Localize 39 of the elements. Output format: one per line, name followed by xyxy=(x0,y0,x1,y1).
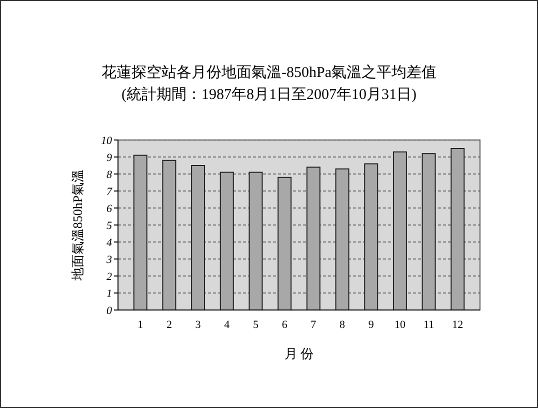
x-tick-label: 5 xyxy=(252,319,259,331)
x-axis-title: 月 份 xyxy=(284,346,314,361)
x-tick-label: 12 xyxy=(452,319,464,331)
bar xyxy=(335,168,350,310)
bar xyxy=(392,151,407,310)
y-tick-label: 10 xyxy=(101,134,112,147)
bar xyxy=(306,166,320,310)
x-tick-label: 2 xyxy=(166,319,172,331)
bar xyxy=(248,172,263,310)
x-tick-label: 11 xyxy=(424,319,434,331)
y-tick-label: 7 xyxy=(106,186,112,198)
x-tick-label: 10 xyxy=(394,319,406,331)
y-tick-label: 0 xyxy=(106,304,112,317)
y-tick-label: 5 xyxy=(106,220,112,232)
y-tick-label: 9 xyxy=(106,152,112,164)
x-tick-label: 8 xyxy=(340,319,346,331)
y-tick-label: 8 xyxy=(106,168,112,181)
bar xyxy=(220,172,234,310)
bar xyxy=(133,154,148,310)
y-tick-label: 2 xyxy=(106,270,112,283)
bar xyxy=(191,165,206,310)
bar xyxy=(278,176,292,310)
y-tick-label: 6 xyxy=(106,202,112,215)
chart-subtitle: (統計期間：1987年8月1日至2007年10月31日) xyxy=(122,86,416,103)
x-tick-label: 9 xyxy=(368,319,374,331)
x-tick-label: 7 xyxy=(310,319,317,331)
bar xyxy=(364,163,378,310)
x-tick-label: 4 xyxy=(224,319,230,331)
bar xyxy=(422,153,436,310)
y-tick-label: 4 xyxy=(106,236,112,249)
y-axis-title: 地面氣溫850hP氣溫 xyxy=(70,169,85,282)
x-tick-label: 1 xyxy=(138,319,144,331)
bar xyxy=(450,148,465,310)
chart-title: 花蓮探空站各月份地面氣溫-850hPa氣溫之平均差值 xyxy=(102,64,436,81)
x-tick-label: 3 xyxy=(195,319,202,331)
x-tick-label: 6 xyxy=(282,319,288,331)
y-tick-label: 1 xyxy=(106,288,112,300)
y-tick-label: 3 xyxy=(106,254,112,266)
bar xyxy=(162,160,176,310)
